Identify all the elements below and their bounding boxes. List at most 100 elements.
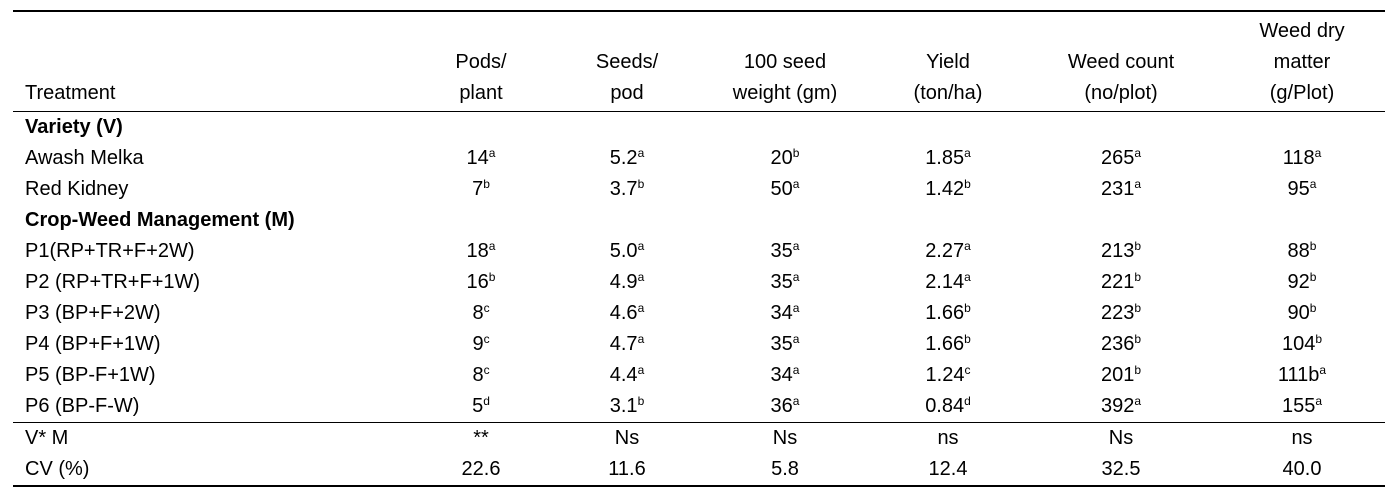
table-cell: 7b [405,174,557,205]
significance-letter: a [792,394,800,408]
table-cell: 22.6 [461,458,501,480]
cell-value: 5 [472,395,484,417]
significance-letter: a [1134,394,1142,408]
significance-letter: b [1134,332,1142,346]
cell-value: 3.1 [609,395,638,417]
cell-value: 111b [1277,364,1320,386]
cell-value: 36 [770,395,793,417]
table-cell: 92b [1219,267,1385,298]
cell-value: 4.6 [609,302,638,324]
column-header-3: 100 seed weight (gm) [697,11,873,112]
table-cell: 5.8 [771,458,799,480]
significance-letter: a [1319,363,1327,377]
section-row: Variety (V) [13,112,1385,144]
table-cell: 35a [697,329,873,360]
significance-letter: a [964,146,971,160]
column-header-5: Weed count (no/plot) [1023,11,1219,112]
significance-letter: b [1309,239,1317,253]
significance-letter: a [792,363,800,377]
table-cell: 1.85a [873,143,1023,174]
table-cell: Ns [1108,427,1134,449]
significance-letter: d [483,394,490,408]
significance-letter: a [1309,177,1317,191]
significance-letter: a [488,146,496,160]
table-cell: 90b [1219,298,1385,329]
cell-value: 92 [1287,271,1310,293]
table-cell: 1.66b [873,298,1023,329]
row-label: P6 (BP-F-W) [25,395,140,417]
column-header-line [405,16,557,47]
cell-value: 16 [466,271,489,293]
table-cell: 221b [1023,267,1219,298]
table-row: P6 (BP-F-W) 5d 3.1b 36a 0.84d 392a 155a [13,391,1385,423]
column-header-line: matter [1273,51,1331,73]
table-cell: 118a [1219,143,1385,174]
table-cell: Ns [614,427,640,449]
cell-value: 104 [1281,333,1316,355]
column-header-line: pod [610,82,644,104]
significance-letter: a [1314,146,1322,160]
significance-letter: b [1309,270,1317,284]
column-header-line: weight (gm) [732,82,838,104]
row-label: P3 (BP+F+2W) [25,302,161,324]
table-cell: Ns [772,427,798,449]
table-container: Treatment Pods/plant Seeds/pod 100 seed w… [13,10,1385,487]
column-header-1: Pods/plant [405,11,557,112]
table-cell: 2.27a [873,236,1023,267]
row-label: P5 (BP-F+1W) [25,364,156,386]
table-cell: 5d [405,391,557,423]
cell-value: 4.9 [609,271,638,293]
cell-value: 95 [1287,178,1310,200]
significance-letter: b [1134,363,1142,377]
column-header-line: 100 seed [743,51,827,73]
section-row: Crop-Weed Management (M) [13,205,1385,236]
cell-value: 392 [1100,395,1135,417]
significance-letter: b [483,177,490,191]
column-header-2: Seeds/pod [557,11,697,112]
cell-value: 35 [770,240,793,262]
table-row: Red Kidney 7b 3.7b 50a 1.42b 231a 95a [13,174,1385,205]
cell-value: 213 [1100,240,1135,262]
cell-value: 8 [472,364,484,386]
cell-value: 8 [472,302,484,324]
table-cell: ** [473,427,489,449]
significance-letter: a [1315,394,1323,408]
table-cell: ns [1291,427,1313,449]
table-cell: ns [937,427,959,449]
significance-letter: b [637,394,645,408]
table-cell: 5.0a [557,236,697,267]
table-row: P2 (RP+TR+F+1W) 16b 4.9a 35a 2.14a 221b 92b [13,267,1385,298]
table-cell: 4.7a [557,329,697,360]
cell-value: 50 [770,178,793,200]
column-header-line: (g/Plot) [1269,82,1335,104]
row-label: Red Kidney [25,178,129,200]
significance-letter: a [792,239,800,253]
significance-letter: a [637,146,645,160]
cell-value: 90 [1287,302,1310,324]
table-cell: 201b [1023,360,1219,391]
cell-value: 5.0 [609,240,638,262]
column-header-line [25,16,405,47]
cell-value: 1.42 [925,178,965,200]
table-cell: 20b [697,143,873,174]
column-header-line: plant [459,82,503,104]
table-cell: 8c [405,360,557,391]
table-cell: 16b [405,267,557,298]
significance-letter: a [792,332,800,346]
cell-value: 1.66 [925,302,965,324]
column-header-0: Treatment [13,11,405,112]
cell-value: 223 [1100,302,1135,324]
table-cell: 3.7b [557,174,697,205]
table-cell: 36a [697,391,873,423]
row-label: P4 (BP+F+1W) [25,333,161,355]
significance-letter: c [964,363,971,377]
cell-value: 20 [770,147,793,169]
cell-value: 3.7 [609,178,638,200]
cell-value: 7 [472,178,484,200]
cell-value: 1.24 [925,364,965,386]
table-cell: 34a [697,298,873,329]
table-cell: 2.14a [873,267,1023,298]
cell-value: 118 [1282,147,1315,169]
table-cell: 95a [1219,174,1385,205]
table-cell: 35a [697,267,873,298]
